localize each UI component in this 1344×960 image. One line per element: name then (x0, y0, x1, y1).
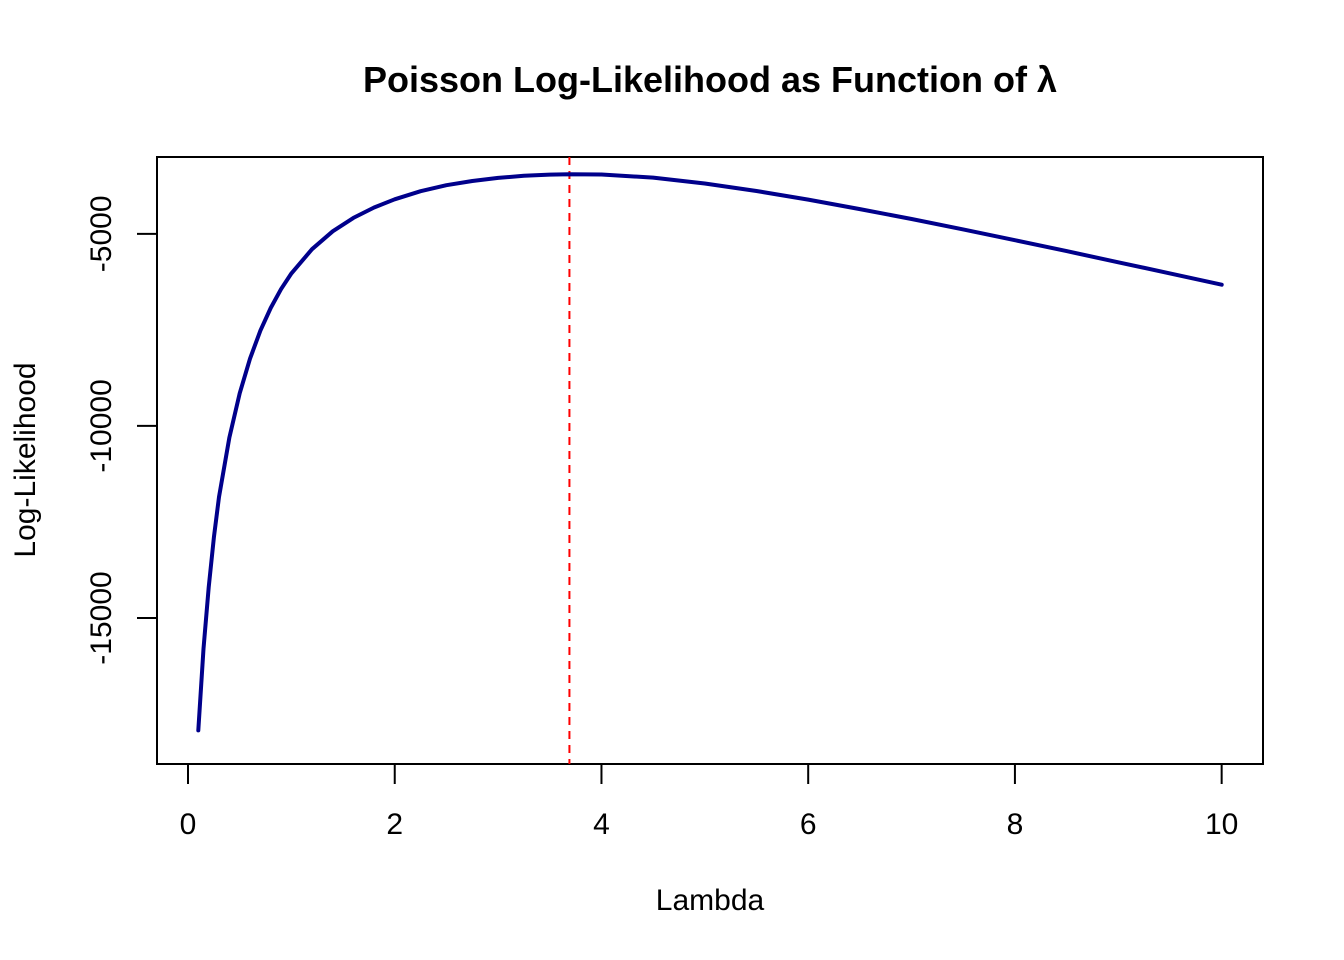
y-axis: -15000 -10000 -5000 (85, 195, 158, 665)
y-tick-label: -15000 (85, 571, 118, 664)
plot-frame (156, 156, 1264, 765)
x-tick-label: 6 (800, 808, 817, 841)
x-tick-label: 10 (1205, 808, 1238, 841)
log-likelihood-line (196, 172, 1224, 733)
y-tick-label: -10000 (85, 379, 118, 472)
x-axis-label: Lambda (656, 884, 765, 917)
chart-title: Poisson Log-Likelihood as Function of λ (363, 59, 1057, 100)
x-axis: 0 2 4 6 8 10 (180, 763, 1238, 841)
x-tick-label: 8 (1007, 808, 1024, 841)
x-tick-label: 2 (386, 808, 403, 841)
x-tick-label: 4 (593, 808, 610, 841)
y-tick-label: -5000 (85, 195, 118, 272)
y-axis-label: Log-Likelihood (9, 362, 42, 557)
plot-area (196, 157, 1224, 764)
x-tick-label: 0 (180, 808, 197, 841)
